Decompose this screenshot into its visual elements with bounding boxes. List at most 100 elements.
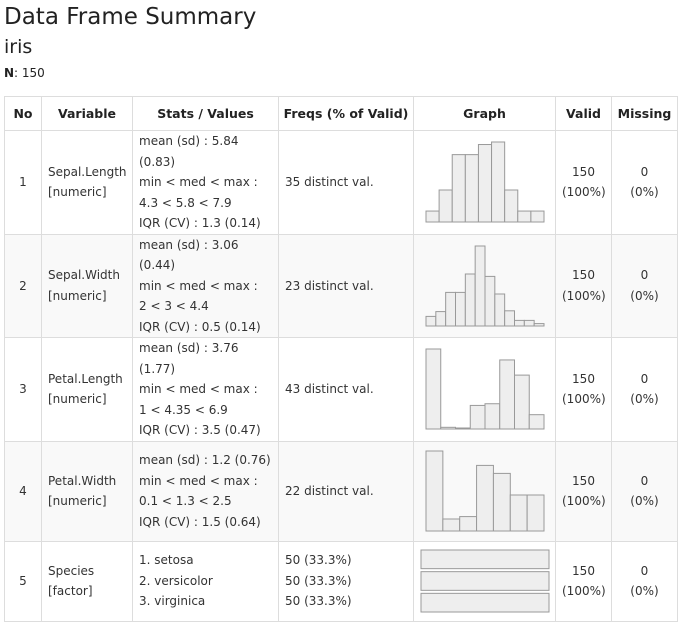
missing-percent: (0%) (630, 392, 659, 407)
missing-percent: (0%) (630, 494, 659, 508)
bar-versicolor (420, 571, 549, 591)
variable-type: [numeric] (48, 288, 107, 303)
freqs-cell: 22 distinct val. (278, 440, 414, 542)
variable-cell: Petal.Width [numeric] (41, 440, 133, 542)
header-missing: Missing (611, 96, 678, 131)
histogram-bar (509, 494, 528, 532)
missing-percent: (0%) (630, 288, 659, 303)
histogram-bar (425, 315, 436, 327)
bar-virginica (420, 592, 549, 613)
histogram-bar (458, 516, 477, 532)
valid-percent: (100%) (562, 392, 606, 407)
histogram-bar (425, 450, 443, 532)
valid-percent: (100%) (562, 584, 606, 598)
histogram-bar (529, 210, 544, 223)
stats-cell: mean (sd) : 3.06 (0.44) min < med < max … (132, 233, 279, 338)
histogram-bar (441, 518, 460, 532)
header-variable: Variable (41, 96, 133, 131)
valid-percent: (100%) (562, 288, 606, 303)
variable-name: Sepal.Length (48, 164, 127, 179)
variable-cell: Species [factor] (41, 540, 133, 622)
valid-cell: 150 (100%) (555, 337, 612, 442)
histogram-bar (464, 154, 479, 223)
stats-cell: mean (sd) : 5.84 (0.83) min < med < max … (132, 130, 279, 235)
histogram-bar (493, 293, 505, 327)
histogram-bar (444, 291, 456, 327)
n-value: 150 (21, 66, 45, 80)
row-number: 2 (4, 233, 42, 338)
summary-table: No Variable Stats / Values Freqs (% of V… (4, 96, 678, 622)
bar-setosa (420, 549, 549, 570)
histogram-bar (498, 359, 515, 430)
header-freqs: Freqs (% of Valid) (278, 96, 414, 131)
histogram-bar (513, 374, 530, 430)
table-row: 1 Sepal.Length [numeric] mean (sd) : 5.8… (4, 130, 678, 235)
histogram-bar (503, 189, 518, 223)
histogram-bar (454, 427, 471, 430)
stats-line: mean (sd) : 3.76 (1.77) (139, 341, 239, 376)
header-no: No (4, 96, 42, 131)
stats-line: min < med < max : (139, 382, 258, 396)
stats-line: min < med < max : (139, 278, 258, 293)
valid-cell: 150 (100%) (555, 440, 612, 542)
stats-line: IQR (CV) : 3.5 (0.47) (139, 423, 261, 437)
valid-count: 150 (572, 164, 595, 179)
stats-line: 1 < 4.35 < 6.9 (139, 402, 228, 417)
stats-line: 0.1 < 1.3 < 2.5 (139, 494, 232, 508)
valid-percent: (100%) (562, 494, 606, 508)
dataset-name: iris (4, 36, 33, 58)
stats-line: 4.3 < 5.8 < 7.9 (139, 195, 232, 210)
header-row: No Variable Stats / Values Freqs (% of V… (4, 96, 678, 131)
variable-name: Sepal.Width (48, 268, 120, 283)
stats-line: 2. versicolor (139, 573, 213, 588)
row-number: 4 (4, 440, 42, 542)
stats-line: mean (sd) : 5.84 (0.83) (139, 134, 239, 169)
table-row: 3 Petal.Length [numeric] mean (sd) : 3.7… (4, 337, 678, 442)
missing-count: 0 (640, 268, 649, 283)
stats-line: 2 < 3 < 4.4 (139, 299, 209, 313)
valid-percent: (100%) (562, 185, 606, 200)
n-label: N (4, 66, 15, 80)
stats-cell: mean (sd) : 3.76 (1.77) min < med < max … (132, 337, 279, 442)
stats-cell: 1. setosa 2. versicolor 3. virginica (132, 540, 279, 622)
histogram-bar (454, 291, 466, 327)
histogram-bar (526, 494, 545, 532)
stats-line: IQR (CV) : 1.3 (0.14) (139, 216, 261, 230)
histogram-bar (438, 189, 453, 223)
freqs-line: 50 (33.3%) (285, 573, 352, 588)
variable-type: [factor] (48, 584, 93, 598)
histogram-bar (484, 275, 495, 327)
row-number: 1 (4, 130, 42, 235)
variable-name: Petal.Length (48, 371, 123, 386)
missing-percent: (0%) (630, 185, 659, 200)
histogram-bar (528, 414, 544, 430)
missing-count: 0 (640, 164, 649, 179)
valid-count: 150 (572, 371, 595, 386)
histogram-bar (477, 144, 492, 223)
n-count: N: 150 (4, 66, 45, 80)
freqs-cell: 35 distinct val. (278, 130, 414, 235)
histogram-sepal-width (425, 245, 544, 327)
histogram-bar (484, 403, 500, 430)
stats-line: mean (sd) : 3.06 (0.44) (139, 237, 239, 273)
histogram-bar (469, 405, 485, 430)
missing-percent: (0%) (630, 584, 659, 598)
variable-cell: Sepal.Width [numeric] (41, 233, 133, 338)
graph-cell (413, 130, 556, 235)
histogram-bar (533, 322, 544, 327)
missing-cell: 0 (0%) (611, 130, 678, 235)
variable-type: [numeric] (48, 185, 107, 200)
histogram-sepal-length (425, 141, 544, 223)
stats-line: IQR (CV) : 0.5 (0.14) (139, 319, 261, 334)
stats-line: min < med < max : (139, 473, 258, 488)
missing-cell: 0 (0%) (611, 540, 678, 622)
variable-type: [numeric] (48, 392, 107, 407)
histogram-bar (516, 210, 531, 223)
stats-line: mean (sd) : 1.2 (0.76) (139, 453, 271, 467)
histogram-petal-length (425, 348, 544, 430)
missing-cell: 0 (0%) (611, 440, 678, 542)
missing-count: 0 (640, 371, 649, 386)
histogram-bar (434, 310, 446, 327)
row-number: 5 (4, 540, 42, 622)
freqs-line: 35 distinct val. (285, 175, 374, 189)
